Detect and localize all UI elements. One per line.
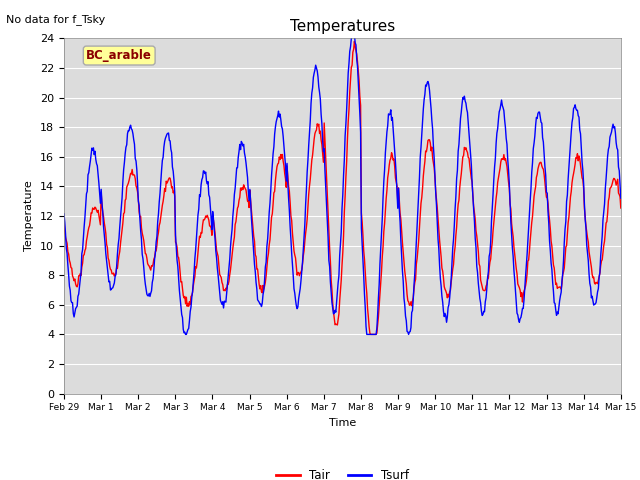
Tair xyxy=(70,278,78,284)
Text: No data for f_Tsky: No data for f_Tsky xyxy=(6,14,106,25)
Legend: Tair, Tsurf: Tair, Tsurf xyxy=(271,465,413,480)
Tsurf xyxy=(428,118,436,123)
Title: Temperatures: Temperatures xyxy=(290,20,395,35)
Tsurf xyxy=(412,254,419,260)
Tsurf xyxy=(185,325,193,331)
Line: Tsurf: Tsurf xyxy=(64,26,621,335)
Tair xyxy=(214,251,221,256)
Tair xyxy=(351,38,358,44)
Tair xyxy=(367,332,374,337)
Text: BC_arable: BC_arable xyxy=(86,49,152,62)
Tsurf xyxy=(214,272,222,278)
Tsurf xyxy=(127,126,135,132)
Tsurf xyxy=(60,211,68,216)
Tsurf xyxy=(617,195,625,201)
Tsurf xyxy=(70,314,78,320)
Tair xyxy=(428,144,436,150)
Tsurf xyxy=(349,24,356,29)
Tair xyxy=(127,171,135,177)
Line: Tair: Tair xyxy=(64,41,621,335)
Tair xyxy=(617,205,625,211)
Tair xyxy=(412,276,419,282)
Tair xyxy=(60,220,68,226)
Tair xyxy=(184,300,192,306)
X-axis label: Time: Time xyxy=(329,418,356,428)
Y-axis label: Temperature: Temperature xyxy=(24,180,35,252)
Tsurf xyxy=(182,332,189,337)
